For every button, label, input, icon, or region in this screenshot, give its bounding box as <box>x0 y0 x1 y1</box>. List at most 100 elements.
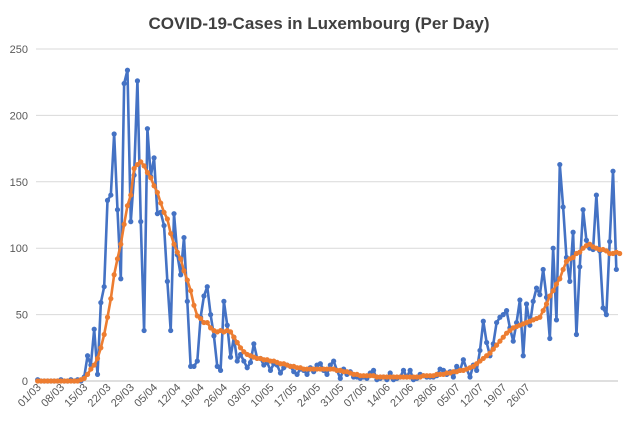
data-point <box>607 238 613 245</box>
data-point <box>214 363 220 369</box>
data-point <box>94 371 101 377</box>
data-point <box>560 204 566 210</box>
data-point <box>487 350 493 356</box>
x-tick-label: 28/06 <box>412 382 440 410</box>
data-point <box>520 353 526 359</box>
data-point <box>494 342 500 348</box>
data-point <box>337 375 343 381</box>
x-tick-label: 19/04 <box>179 382 207 410</box>
data-point <box>168 230 174 237</box>
data-point <box>224 322 230 328</box>
y-tick-label: 50 <box>16 310 28 322</box>
data-point <box>108 192 114 198</box>
x-tick-label: 01/03 <box>16 382 44 410</box>
data-point <box>533 285 540 291</box>
data-point <box>178 256 184 262</box>
data-point <box>583 237 590 243</box>
data-point <box>370 367 377 373</box>
data-point <box>530 298 536 304</box>
data-point <box>523 301 530 307</box>
x-tick-label: 22/03 <box>86 382 114 410</box>
data-point <box>234 358 240 364</box>
x-tick-label: 10/05 <box>249 382 277 410</box>
data-point <box>327 362 333 368</box>
series-line <box>37 160 621 383</box>
data-point <box>184 298 190 304</box>
data-point <box>537 314 543 320</box>
data-point <box>194 358 200 364</box>
data-point <box>600 305 606 311</box>
data-point <box>201 293 207 299</box>
data-point <box>161 223 167 229</box>
data-point <box>124 203 131 209</box>
data-point <box>613 266 619 273</box>
data-point <box>121 221 127 227</box>
data-point <box>138 219 144 225</box>
x-tick-label: 26/04 <box>202 382 230 410</box>
data-point <box>557 161 563 168</box>
data-point <box>148 175 154 181</box>
data-point <box>251 341 257 347</box>
data-point <box>500 312 506 318</box>
data-point <box>567 278 573 284</box>
y-tick-label: 100 <box>10 243 28 255</box>
data-point <box>517 297 523 303</box>
data-point <box>164 278 170 284</box>
data-point <box>91 326 97 332</box>
data-point <box>537 292 543 298</box>
data-point <box>101 331 107 338</box>
data-point <box>577 264 583 270</box>
x-tick-label: 19/07 <box>481 382 509 410</box>
y-tick-label: 250 <box>10 44 28 56</box>
x-tick-label: 08/03 <box>39 382 67 410</box>
y-tick-label: 0 <box>22 376 28 388</box>
data-point <box>570 254 576 261</box>
data-point <box>171 241 177 247</box>
data-point <box>304 371 310 377</box>
data-point <box>484 339 490 346</box>
data-point <box>101 284 107 290</box>
data-point <box>550 288 556 294</box>
data-point <box>84 371 91 377</box>
data-point <box>244 365 250 371</box>
data-point <box>294 371 300 377</box>
data-point <box>151 155 157 161</box>
x-tick-label: 12/07 <box>458 382 486 410</box>
data-point <box>91 362 97 368</box>
x-tick-label: 29/03 <box>109 382 137 410</box>
data-point <box>158 200 164 206</box>
data-point <box>111 272 117 278</box>
data-point <box>477 347 483 354</box>
series-2 <box>35 159 623 384</box>
data-point <box>128 219 134 225</box>
data-point <box>204 284 210 290</box>
data-point <box>104 314 111 320</box>
data-point <box>234 339 240 346</box>
x-tick-label: 05/04 <box>132 382 160 410</box>
x-tick-label: 26/07 <box>505 382 533 410</box>
x-tick-label: 07/06 <box>342 382 370 410</box>
data-point <box>104 197 111 203</box>
data-point <box>114 256 121 262</box>
data-point <box>560 266 566 273</box>
data-point <box>168 327 174 334</box>
data-point <box>88 366 94 372</box>
data-point <box>474 367 480 373</box>
data-point <box>174 249 180 255</box>
data-point <box>467 374 473 380</box>
data-point <box>593 192 599 198</box>
data-point <box>184 277 190 283</box>
x-tick-label: 15/03 <box>62 382 90 410</box>
x-tick-label: 03/05 <box>225 382 253 410</box>
data-point <box>198 315 204 322</box>
data-point <box>407 367 413 373</box>
data-point <box>151 183 157 189</box>
data-point <box>510 338 516 344</box>
data-point <box>557 276 563 282</box>
data-point <box>577 249 583 255</box>
data-point <box>550 245 556 251</box>
data-point <box>181 234 187 241</box>
data-point <box>227 329 234 335</box>
data-point <box>573 331 580 338</box>
